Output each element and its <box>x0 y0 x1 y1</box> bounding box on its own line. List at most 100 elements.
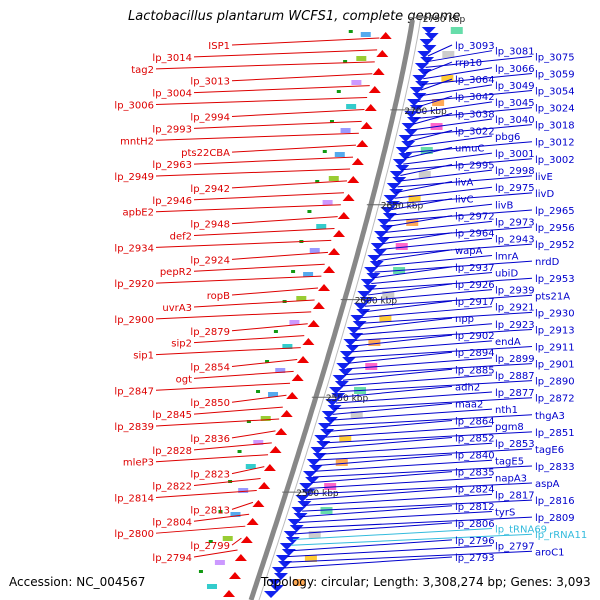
gene-label: lp_2934 <box>114 243 154 254</box>
reverse-gene-arrow <box>422 45 437 52</box>
gene-label: lp_2813 <box>190 505 230 516</box>
forward-gene-arrow <box>337 212 350 219</box>
reverse-gene-arrow <box>352 321 367 328</box>
gene-label-leader <box>323 431 533 444</box>
gene-label: lp_2993 <box>152 124 192 135</box>
gene-label: mntH2 <box>120 136 154 147</box>
gene-label-leader <box>193 192 344 201</box>
forward-gene-arrow <box>263 464 276 471</box>
reverse-gene-arrow <box>409 87 424 94</box>
reverse-gene-arrow <box>357 291 372 298</box>
gene-label: lp_2956 <box>535 223 575 234</box>
gene-block <box>335 459 348 466</box>
gene-label-leader <box>294 522 453 535</box>
gene-block <box>322 200 333 205</box>
gene-label-leader <box>303 493 493 506</box>
gene-label-leader <box>231 37 380 46</box>
gene-label: lp_2836 <box>190 434 230 445</box>
gene-block <box>360 32 371 37</box>
reverse-gene-arrow <box>263 591 278 598</box>
gene-label: endA <box>495 337 521 348</box>
gene-label: lp_2946 <box>152 196 192 207</box>
gene-block <box>282 344 293 349</box>
gene-label-leader <box>393 192 533 205</box>
gene-label: lp_2872 <box>535 394 575 405</box>
forward-gene-arrow <box>222 590 235 597</box>
gene-label: lp_tRNA69 <box>495 525 547 536</box>
gene-label-leader <box>406 141 533 154</box>
gene-label: ISP1 <box>208 41 230 52</box>
gene-label: lp_2943 <box>495 234 535 245</box>
gene-label: umuC <box>455 143 484 154</box>
reverse-gene-arrow <box>279 543 294 550</box>
gene-block <box>365 363 378 370</box>
reverse-gene-arrow <box>389 171 404 178</box>
gene-label: lp_2902 <box>455 331 495 342</box>
gene-label-leader <box>332 402 453 415</box>
reverse-gene-arrow <box>325 399 340 406</box>
reverse-gene-arrow <box>305 477 320 484</box>
gene-label: wapA <box>455 246 483 257</box>
map-title: Lactobacillus plantarum WCFS1, complete … <box>128 9 461 24</box>
gene-label-leader <box>366 289 493 302</box>
gene-label: livC <box>455 195 473 206</box>
gene-label: mleP3 <box>123 458 154 469</box>
gene-label: lp_3022 <box>455 126 495 137</box>
gene-label: lp_2924 <box>190 255 230 266</box>
reverse-gene-arrow <box>392 177 407 184</box>
gene-label: lp_2877 <box>495 388 535 399</box>
gene-label: thgA3 <box>535 411 565 422</box>
reverse-gene-arrow <box>370 243 385 250</box>
forward-gene-arrow <box>347 176 360 183</box>
gene-label: lp_2894 <box>455 348 495 359</box>
gene-label: lp_2814 <box>114 493 154 504</box>
gene-label: lp_2847 <box>114 386 154 397</box>
reverse-gene-arrow <box>346 327 361 334</box>
gene-label-leader <box>193 299 315 308</box>
gene-label: lp_2845 <box>152 410 192 421</box>
gene-label-leader <box>193 120 362 129</box>
gene-label-leader <box>353 334 453 347</box>
gene-label-leader <box>316 454 453 467</box>
reverse-gene-arrow <box>404 111 419 118</box>
gene-label: lp_3006 <box>114 101 154 112</box>
gene-block <box>379 315 392 322</box>
gene-label-leader <box>155 382 291 391</box>
gene-label: ropB <box>207 291 230 302</box>
gene-label: tyrS <box>495 507 515 518</box>
reverse-gene-arrow <box>364 267 379 274</box>
gene-label: lp_2899 <box>495 354 535 365</box>
gene-label: tagE6 <box>535 445 564 456</box>
gene-label: lp_3012 <box>535 138 575 149</box>
backbone-layer <box>248 19 421 600</box>
gene-label-leader <box>231 287 319 296</box>
gene-label-leader <box>155 204 341 213</box>
forward-gene-arrow <box>258 482 271 489</box>
gene-block <box>304 555 317 562</box>
gene-label-leader <box>231 466 265 475</box>
forward-gene-arrow <box>312 302 325 309</box>
gene-label: lp_2948 <box>190 220 230 231</box>
gene-label: livB <box>495 200 513 211</box>
reverse-gene-arrow <box>412 93 427 100</box>
gene-label-leader <box>344 363 533 376</box>
forward-gene-arrow <box>351 158 364 165</box>
reverse-gene-arrow <box>277 561 292 568</box>
gene-label: lp_2854 <box>190 362 230 373</box>
gene-label: ogt <box>176 374 192 385</box>
gene-label-leader <box>337 385 453 398</box>
gene-label-leader <box>407 135 493 148</box>
gene-label: lp_3054 <box>535 87 575 98</box>
gene-label-leader <box>305 488 453 501</box>
forward-gene-arrow <box>307 320 320 327</box>
gene-label-leader <box>380 237 493 250</box>
gene-label: maa2 <box>455 399 483 410</box>
gene-label-leader <box>302 499 533 512</box>
gene-block <box>275 368 286 373</box>
gene-label: lp_2851 <box>535 428 575 439</box>
gene-block <box>368 339 381 346</box>
reverse-gene-arrow <box>285 537 300 544</box>
reverse-gene-arrow <box>338 369 353 376</box>
reverse-gene-arrow <box>314 435 329 442</box>
